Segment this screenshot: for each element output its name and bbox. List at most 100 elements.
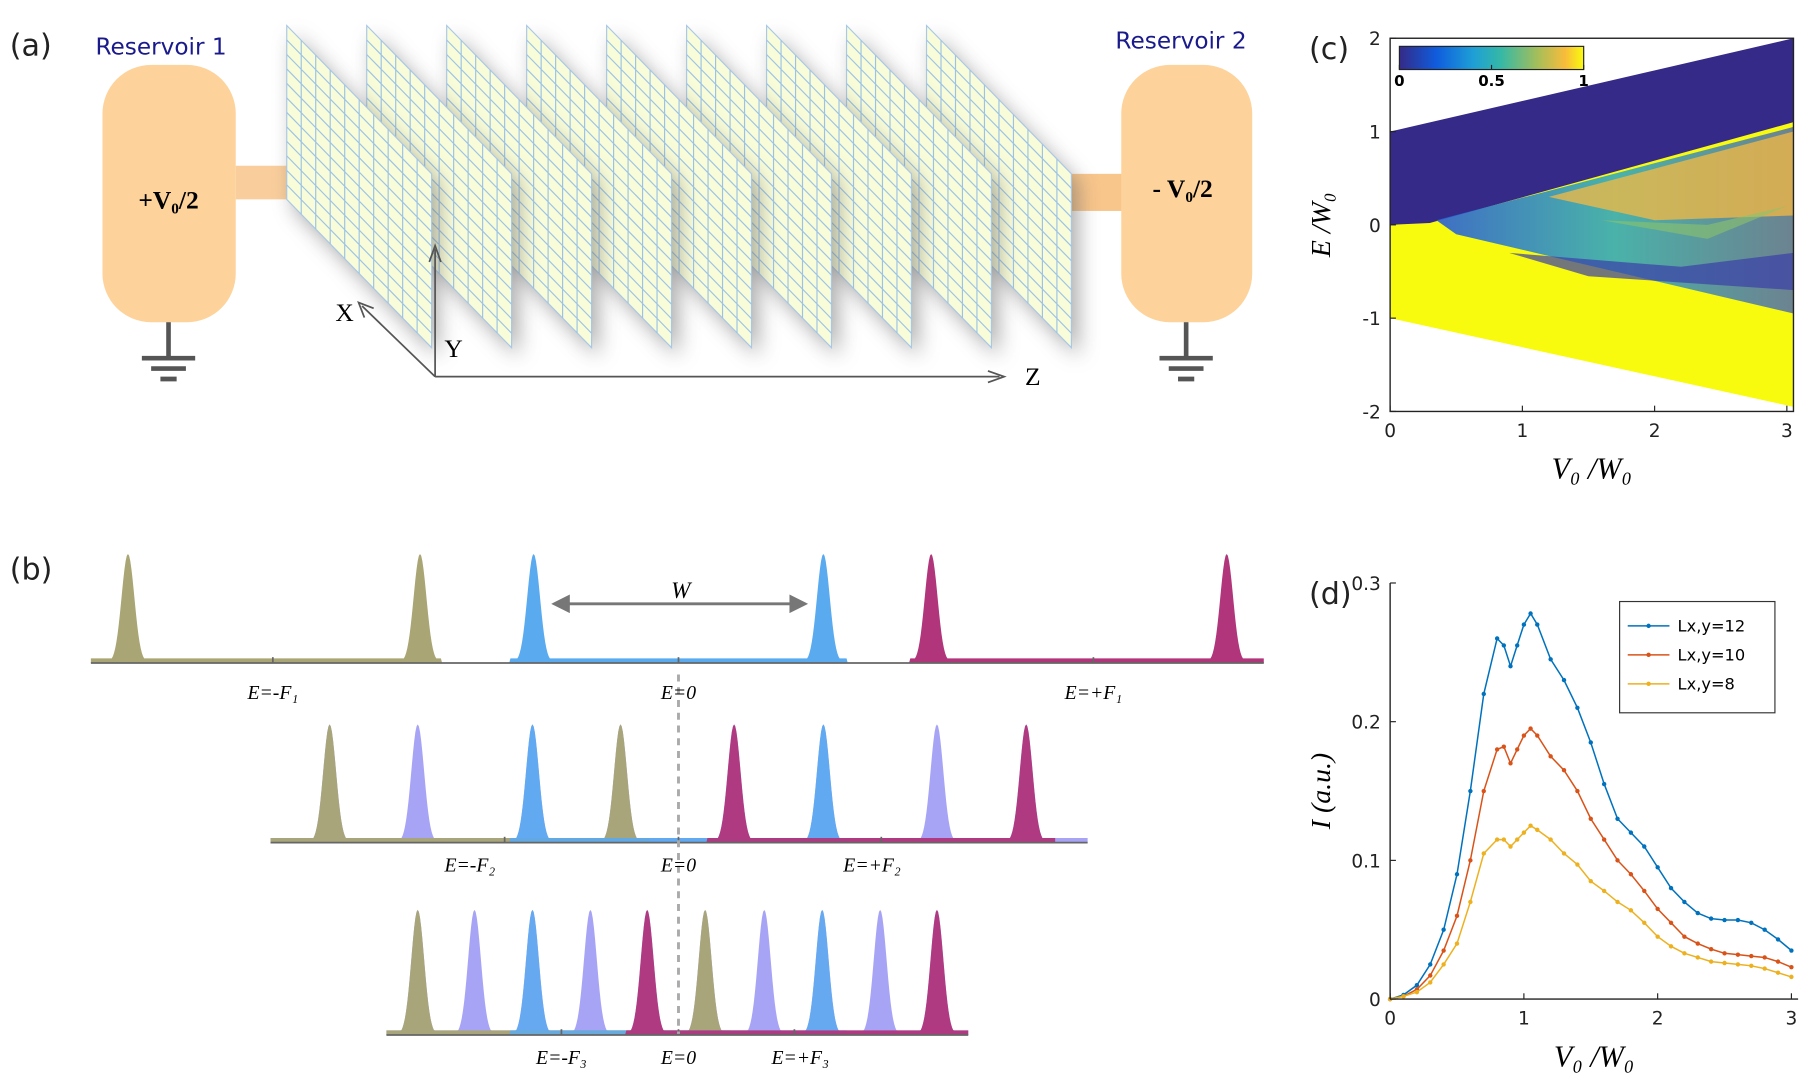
data-point [1414,989,1420,995]
data-point [1548,837,1553,842]
data-point [1789,974,1794,980]
y-tick-label: 0.2 [1351,713,1380,734]
legend-marker [1646,681,1651,687]
data-point [1535,622,1540,627]
data-point [1428,962,1433,967]
reservoir [1121,64,1253,323]
data-point [1535,733,1540,738]
data-point [1521,733,1527,738]
data-point [1628,872,1634,877]
reservoir [102,64,236,323]
data-point [1695,941,1700,946]
x-tick-label: 0 [1384,421,1396,442]
data-point [1561,851,1567,856]
data-point [1494,636,1500,641]
data-point [1548,754,1553,759]
data-point [1481,788,1486,794]
colorbar-tick-label: 0.5 [1478,72,1505,90]
spectra [90,554,1264,1036]
x-tick-label: 2 [1649,421,1661,442]
data-point [1528,823,1533,828]
voltage: - V₀/2 [1153,174,1213,203]
data-point [1735,962,1741,967]
energy-label: E=+F₁ [1064,682,1122,704]
data-point [1722,951,1727,956]
data-point [1414,983,1420,988]
data-point [1668,944,1674,949]
data-point [1722,917,1727,923]
peak [386,909,731,1036]
data-point [1682,951,1687,956]
data-point [1708,959,1714,964]
data-point [1615,816,1620,821]
band-mixed [1548,131,1794,221]
panel-a: (a) Reservoir 1 Reservoir 2 +V₀/2 - V₀/2… [10,24,1253,391]
band-mixed [1509,252,1794,291]
peak [504,909,853,1036]
data-point [1762,927,1767,932]
data-point [1601,837,1607,842]
data-point [1428,980,1433,985]
data-point [1615,858,1620,863]
series-line [1389,612,1792,1000]
data-point [1535,827,1540,833]
y-axis-label: E /W₀ [1306,193,1337,258]
x-tick-label: 3 [1786,1009,1798,1030]
data-point [1548,657,1553,662]
series-line [1389,727,1792,1000]
legend-marker [1646,652,1651,658]
data-point [1775,959,1781,964]
data-point [1749,920,1754,925]
data-point [1708,946,1714,952]
axis-name: X [335,298,353,327]
axis-name: Y [444,334,462,363]
data-point [1468,788,1473,794]
axis-name: Z [1025,362,1041,391]
data-point [1628,830,1634,835]
energy-label: E=+F₃ [770,1047,829,1069]
peak [90,554,465,663]
data-point [1454,941,1460,946]
data-point [1749,953,1754,959]
data-point [1695,955,1700,960]
energy-label: E=-F₂ [443,855,495,877]
reservoir-label: Reservoir 1 [96,33,227,60]
panel-c: 0 0.5 1 0 1 2 3 -2 -1 0 1 2 V₀ /W₀ E /W₀ (c) [1306,29,1795,486]
legend-box [1619,600,1776,714]
colorbar-tick-label: 0 [1394,72,1404,90]
series-line [1389,824,1792,1000]
y-tick-label: 0 [1369,216,1381,237]
data-point [1575,705,1580,711]
data-point [1735,952,1741,957]
energy-label: E=-F₁ [246,682,298,704]
band-mixed [1601,206,1787,239]
x-tick-label: 2 [1652,1009,1664,1030]
panel-label: (d) [1309,577,1352,612]
data-point [1454,913,1460,919]
data-point [1481,851,1486,856]
y-tick-label: -1 [1362,309,1380,330]
reservoir-label: Reservoir 2 [1115,28,1246,55]
y-tick-label: 2 [1369,29,1381,50]
legend-marker [1646,623,1651,629]
energy-label: E=-F₃ [535,1047,587,1069]
data-point [1601,888,1607,894]
x-axis-label: V₀ /W₀ [1552,452,1632,486]
data-point [1575,862,1580,867]
data-point [1601,781,1607,787]
data-point [1708,916,1714,921]
data-point [1468,899,1473,905]
panel-d: Lx,y=12 Lx,y=10 Lx,y=8 0 1 2 3 0 0.1 0.2 0.3 V₀ /W₀… [1306,574,1799,1073]
y-tick-label: 0 [1369,990,1381,1011]
axes [357,243,1007,384]
panel-b: (b) W E=-F₁ E=0 E=+F₁ E=-F₂ E=0 E=+F₂ E=-F₃ E=0… [10,553,1264,1069]
data-point [1762,966,1767,971]
width-arrow [551,594,809,614]
colorbar-tick-label: 1 [1578,72,1588,90]
data-point [1642,920,1647,925]
peak [498,724,859,843]
data-point [1775,970,1781,975]
data-point [1655,934,1660,939]
data-point [1615,899,1620,905]
energy-label: E=0 [660,682,696,704]
